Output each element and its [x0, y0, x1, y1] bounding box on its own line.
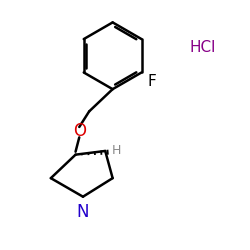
Text: N: N	[77, 203, 89, 221]
Text: O: O	[73, 122, 86, 140]
Text: F: F	[148, 74, 156, 88]
Text: H: H	[112, 144, 121, 158]
Text: HCl: HCl	[189, 40, 216, 54]
